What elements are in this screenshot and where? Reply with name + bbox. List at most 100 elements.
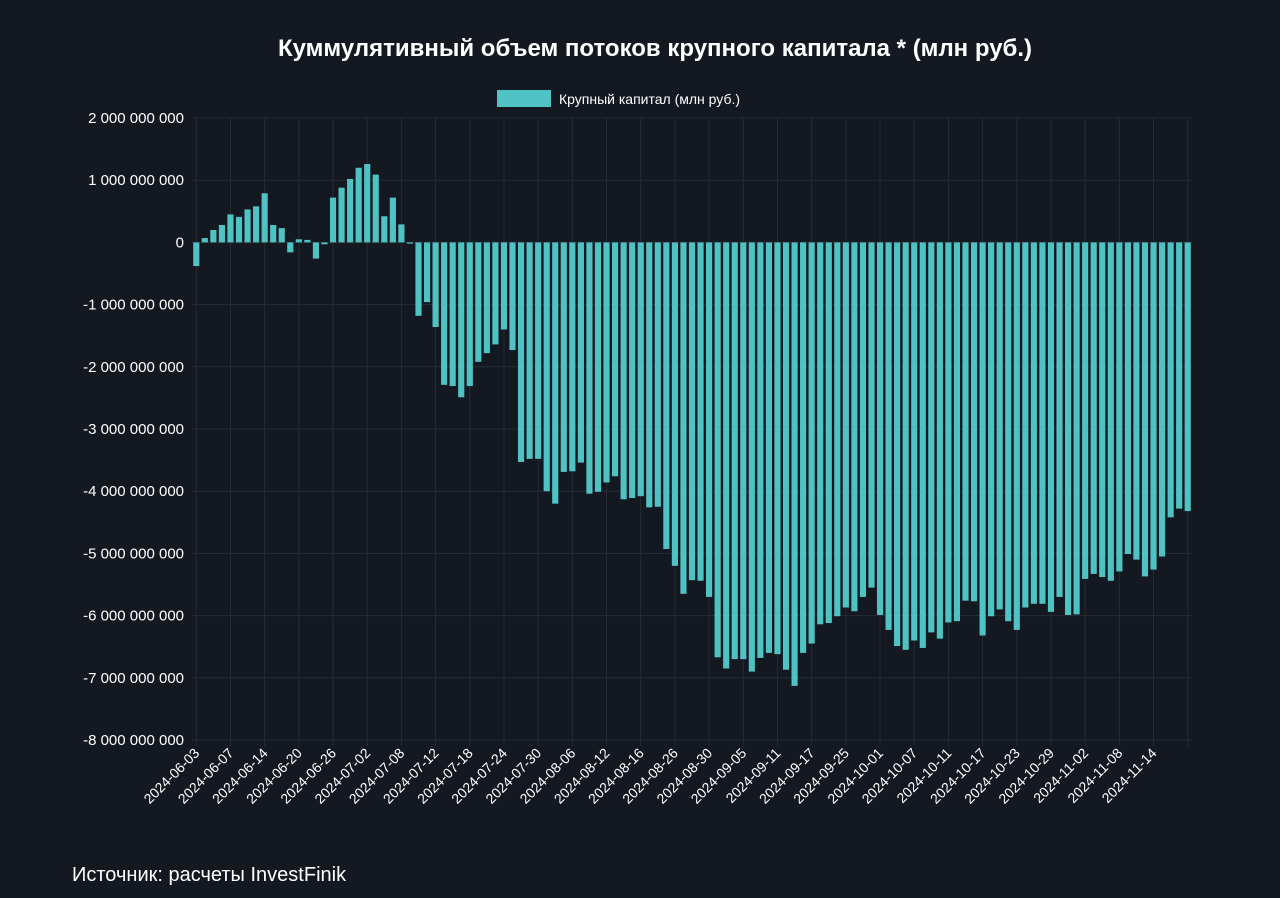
bar	[1099, 242, 1106, 578]
bar	[945, 242, 952, 623]
bar	[740, 242, 747, 660]
bar	[1082, 242, 1089, 579]
bar	[953, 242, 961, 622]
bar	[398, 224, 405, 243]
bar	[1116, 242, 1123, 572]
bar	[808, 242, 815, 644]
bar	[842, 242, 849, 608]
bar	[637, 242, 644, 497]
bar	[304, 239, 311, 243]
bar	[466, 242, 473, 387]
bar	[347, 178, 354, 243]
bar	[1022, 242, 1029, 608]
bar	[825, 242, 832, 624]
bar	[475, 242, 482, 362]
bar	[1090, 242, 1097, 574]
bar	[406, 242, 414, 244]
bar	[560, 242, 567, 472]
bar	[1056, 242, 1063, 597]
bar	[996, 242, 1003, 610]
y-tick-label: -1 000 000 000	[83, 297, 184, 314]
bar	[765, 242, 772, 653]
bar	[680, 242, 687, 594]
bar	[629, 242, 636, 499]
y-tick-label: -8 000 000 000	[83, 732, 184, 749]
bar	[329, 197, 337, 243]
bar	[270, 224, 277, 243]
bar	[492, 242, 499, 345]
bar	[432, 242, 439, 327]
bar	[389, 197, 396, 243]
y-tick-label: -6 000 000 000	[83, 608, 184, 625]
bar	[509, 242, 516, 351]
y-tick-label: -2 000 000 000	[83, 359, 184, 376]
bar	[688, 242, 696, 581]
bar	[646, 242, 653, 508]
bars	[193, 164, 1191, 686]
bar	[979, 242, 986, 636]
chart-title: Куммулятивный объем потоков крупного кап…	[278, 35, 1032, 62]
y-tick-label: 2 000 000 000	[88, 110, 184, 127]
y-tick-label: -3 000 000 000	[83, 421, 184, 438]
bar	[483, 242, 490, 354]
legend[interactable]: Крупный капитал (млн руб.)	[497, 90, 740, 107]
bar	[800, 242, 807, 653]
bar	[1073, 242, 1080, 615]
bar	[782, 242, 790, 670]
bar	[321, 242, 328, 245]
bar	[253, 206, 260, 243]
bar	[227, 214, 234, 243]
bar	[261, 193, 268, 243]
bar	[859, 242, 867, 597]
bar	[706, 242, 713, 597]
bar	[577, 242, 584, 463]
bar	[928, 242, 935, 633]
bar	[791, 242, 798, 686]
bar	[415, 242, 422, 316]
bar	[1064, 242, 1072, 615]
bar	[620, 242, 627, 500]
bar	[1005, 242, 1012, 622]
bar	[1107, 242, 1114, 581]
bar	[244, 209, 251, 243]
y-tick-label: 1 000 000 000	[88, 172, 184, 189]
bar	[902, 242, 909, 650]
y-tick-label: 0	[176, 234, 184, 251]
bar	[586, 242, 593, 494]
bar	[654, 242, 661, 507]
bar	[1184, 242, 1191, 512]
bar	[919, 242, 926, 648]
bar	[1039, 242, 1046, 604]
bar	[1013, 242, 1020, 630]
legend-swatch	[497, 90, 551, 107]
bar	[535, 242, 542, 459]
bar	[731, 242, 738, 660]
bar	[569, 242, 576, 472]
bar	[1167, 242, 1174, 518]
bar	[885, 242, 892, 630]
bar	[970, 242, 978, 602]
legend-label: Крупный капитал (млн руб.)	[559, 91, 740, 107]
bar	[235, 216, 243, 243]
bar	[278, 228, 285, 243]
bar	[962, 242, 969, 601]
bar	[894, 242, 901, 647]
y-tick-label: -5 000 000 000	[83, 545, 184, 562]
y-tick-label: -7 000 000 000	[83, 670, 184, 687]
bar	[1141, 242, 1149, 577]
bar	[868, 242, 875, 588]
bar	[911, 242, 918, 641]
bar	[201, 238, 208, 243]
bar	[458, 242, 465, 398]
y-axis-ticks: 2 000 000 000 1 000 000 000 0 -1 000 000 00…	[83, 110, 184, 749]
bar	[543, 242, 550, 492]
bar	[526, 242, 533, 459]
bar	[603, 242, 610, 483]
bar	[988, 242, 995, 617]
y-tick-label: -4 000 000 000	[83, 483, 184, 500]
bar	[1030, 242, 1037, 604]
bar	[1047, 242, 1055, 612]
bar	[355, 167, 362, 243]
bar	[774, 242, 781, 655]
